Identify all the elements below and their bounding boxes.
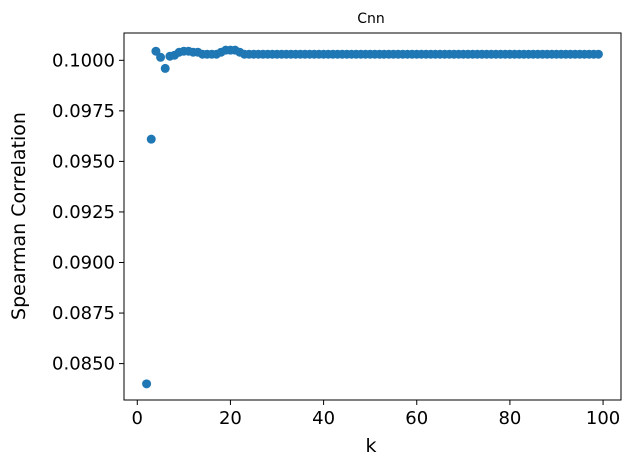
y-tick-label: 0.0925: [52, 202, 115, 223]
y-axis-label: Spearman Correlation: [8, 112, 30, 320]
y-tick-label: 0.0850: [52, 354, 115, 375]
x-axis-ticks: 0 20 40 60 80 100: [132, 400, 620, 429]
x-tick-label: 20: [219, 408, 242, 429]
data-point: [160, 63, 170, 73]
x-tick-label: 0: [132, 408, 143, 429]
x-tick-label: 80: [498, 408, 521, 429]
data-point: [156, 52, 166, 62]
y-tick-label: 0.0900: [52, 253, 115, 274]
data-point: [151, 46, 161, 56]
x-axis-label: k: [365, 435, 376, 457]
y-tick-label: 0.0875: [52, 303, 115, 324]
plot-area: [124, 33, 621, 400]
plot-frame: [123, 32, 622, 401]
data-point: [593, 49, 603, 59]
y-tick-label: 0.0975: [52, 101, 115, 122]
x-tick-label: 100: [586, 408, 620, 429]
data-points: [142, 45, 603, 389]
data-point: [146, 134, 156, 144]
y-tick-label: 0.0950: [52, 151, 115, 172]
x-tick-label: 40: [312, 408, 335, 429]
chart-title: Cnn: [357, 11, 385, 27]
y-tick-label: 0.1000: [52, 50, 115, 71]
y-axis-ticks: 0.0850 0.0875 0.0900 0.0925 0.0950 0.0975 0.10…: [52, 50, 124, 375]
x-tick-label: 60: [405, 408, 428, 429]
data-point: [142, 379, 152, 389]
